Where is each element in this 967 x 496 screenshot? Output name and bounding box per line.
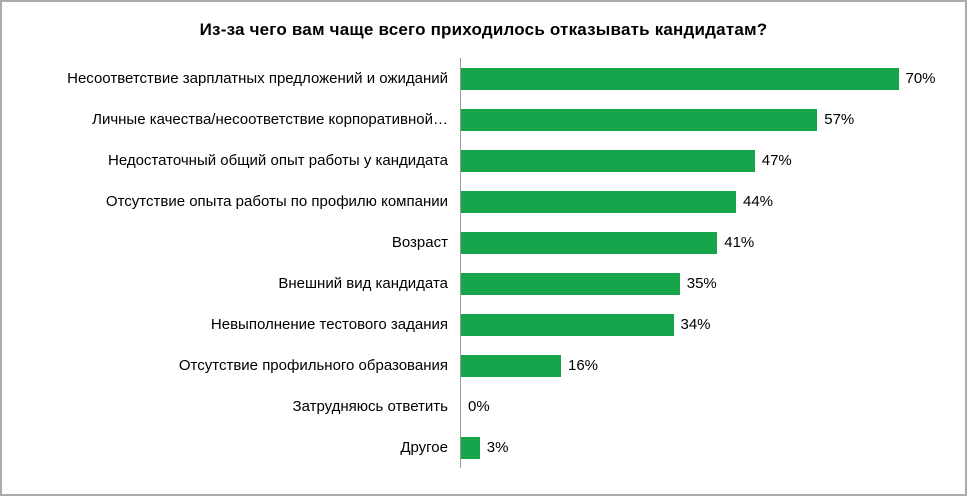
chart-row: Другое 3% [2, 427, 965, 468]
category-label: Отсутствие профильного образования [178, 357, 448, 374]
bar [461, 108, 818, 131]
value-label: 34% [680, 316, 711, 333]
bar [461, 436, 480, 459]
bar-area: 41% [460, 222, 965, 263]
category-label: Возраст [391, 234, 448, 251]
bar-area: 0% [460, 386, 965, 427]
chart-title: Из-за чего вам чаще всего приходилось от… [199, 20, 768, 39]
category-label: Отсутствие опыта работы по профилю компа… [105, 193, 448, 210]
bar-area: 70% [460, 58, 965, 99]
chart-row: Отсутствие опыта работы по профилю компа… [2, 181, 965, 222]
bar-area: 44% [460, 181, 965, 222]
bar-area: 35% [460, 263, 965, 304]
bar-area: 34% [460, 304, 965, 345]
category-label: Невыполнение тестового задания [210, 316, 448, 333]
value-label: 16% [568, 357, 599, 374]
category-label: Затрудняюсь ответить [292, 398, 448, 415]
bar [461, 272, 680, 295]
value-label: 3% [486, 439, 509, 456]
chart-row: Недостаточный общий опыт работы у кандид… [2, 140, 965, 181]
bar [461, 149, 755, 172]
plot-area: Несоответствие зарплатных предложений и … [2, 58, 965, 468]
bar-area: 57% [460, 99, 965, 140]
value-label: 44% [743, 193, 774, 210]
value-label: 0% [468, 398, 490, 415]
chart-row: Несоответствие зарплатных предложений и … [2, 58, 965, 99]
bar [461, 354, 561, 377]
bar [461, 67, 899, 90]
bar [461, 231, 718, 254]
category-label: Несоответствие зарплатных предложений и … [67, 70, 448, 87]
value-label: 70% [905, 70, 936, 87]
bar [461, 313, 674, 336]
chart-row: Отсутствие профильного образования 16% [2, 345, 965, 386]
bar-area: 3% [460, 427, 965, 468]
chart-row: Затрудняюсь ответить 0% [2, 386, 965, 427]
bar-area: 47% [460, 140, 965, 181]
chart-row: Невыполнение тестового задания 34% [2, 304, 965, 345]
bar [461, 190, 736, 213]
category-label: Недостаточный общий опыт работы у кандид… [107, 152, 448, 169]
category-label: Внешний вид кандидата [278, 275, 448, 292]
chart-row: Внешний вид кандидата 35% [2, 263, 965, 304]
chart-row: Личные качества/несоответствие корпорати… [2, 99, 965, 140]
value-label: 47% [761, 152, 792, 169]
chart-row: Возраст 41% [2, 222, 965, 263]
value-label: 57% [824, 111, 855, 128]
category-label: Личные качества/несоответствие корпорати… [92, 111, 448, 128]
value-label: 41% [724, 234, 755, 251]
bar-area: 16% [460, 345, 965, 386]
value-label: 35% [686, 275, 717, 292]
category-label: Другое [400, 439, 448, 456]
